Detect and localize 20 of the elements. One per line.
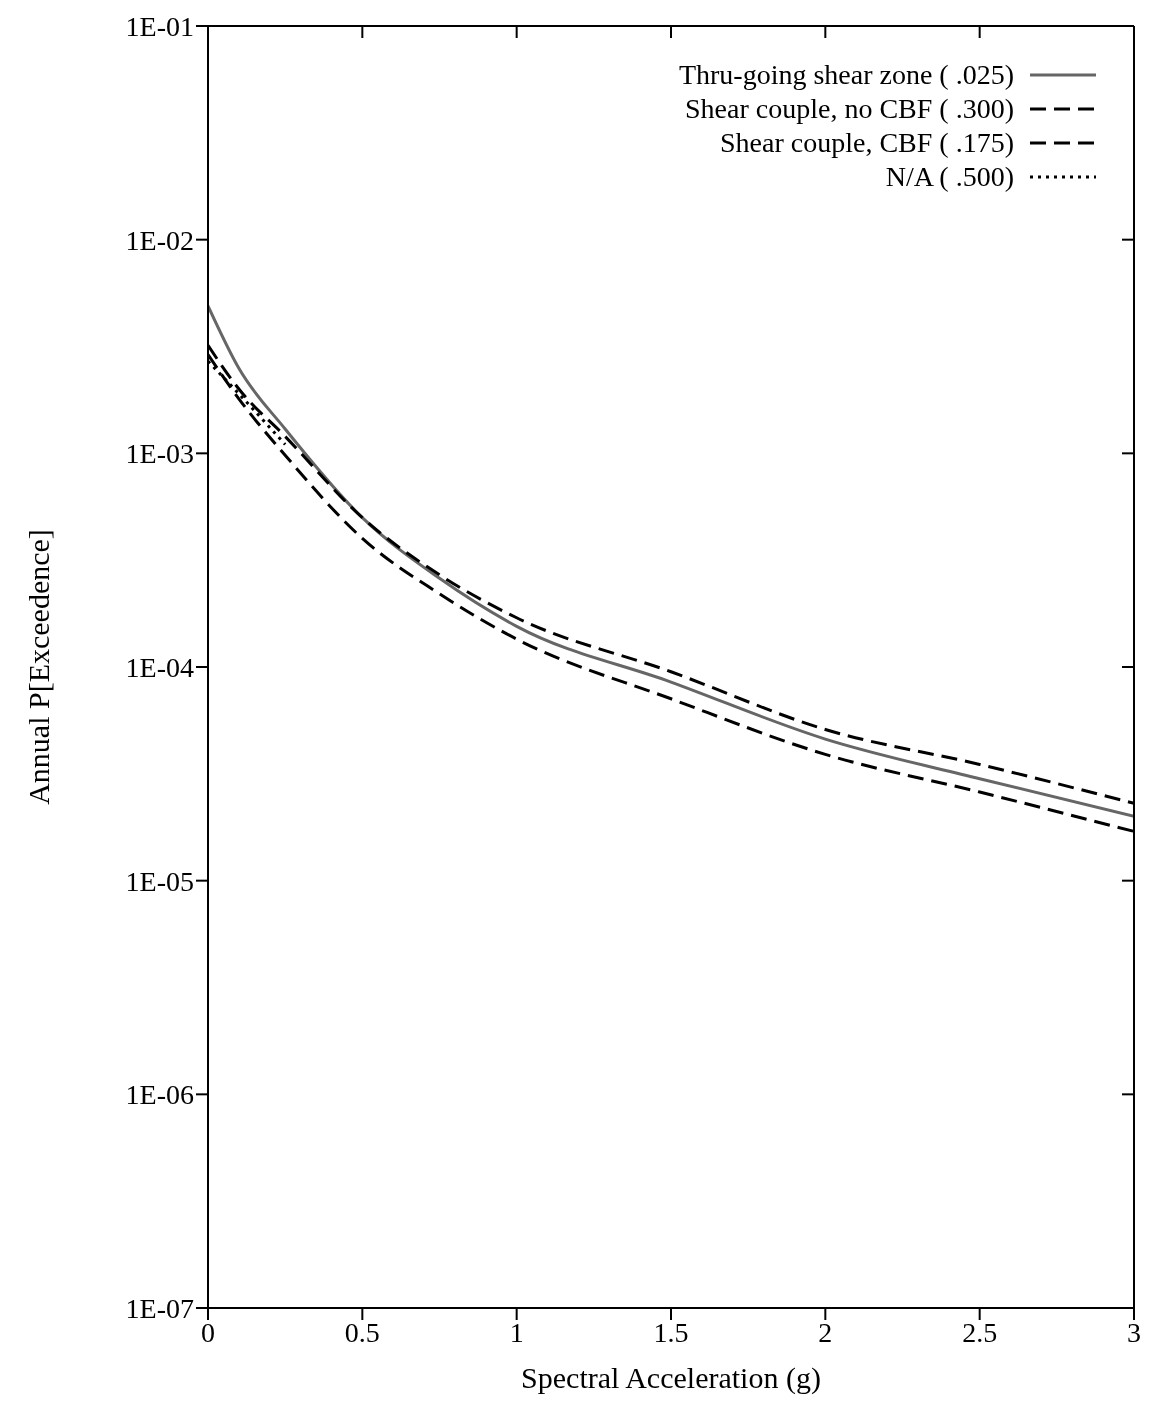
x-tick-label: 2.5 (962, 1316, 998, 1348)
x-tick-label: 2 (818, 1316, 833, 1348)
x-tick-label: 3 (1127, 1316, 1141, 1348)
y-tick-label: 1E-06 (125, 1079, 194, 1111)
x-tick-label: 0.5 (344, 1316, 380, 1348)
y-tick-label: 1E-05 (125, 865, 194, 897)
y-tick-label: 1E-04 (125, 651, 194, 683)
x-axis-title: Spectral Acceleration (g) (521, 1361, 821, 1395)
legend-label: Shear couple, CBF ( .175) (720, 126, 1014, 160)
y-tick-label: 1E-03 (125, 438, 194, 470)
y-tick-label: 1E-01 (125, 10, 194, 42)
legend-label: N/A ( .500) (885, 160, 1014, 194)
y-tick-label: 1E-02 (125, 224, 194, 256)
x-tick-label: 1 (509, 1316, 524, 1348)
y-axis-title: Annual P[Exceedence] (21, 529, 55, 805)
legend-label: Thru-going shear zone ( .025) (678, 58, 1014, 92)
y-tick-label: 1E-07 (125, 1292, 194, 1324)
x-tick-label: 1.5 (653, 1316, 689, 1348)
x-tick-label: 0 (201, 1316, 215, 1348)
legend-label: Shear couple, no CBF ( .300) (685, 92, 1014, 126)
